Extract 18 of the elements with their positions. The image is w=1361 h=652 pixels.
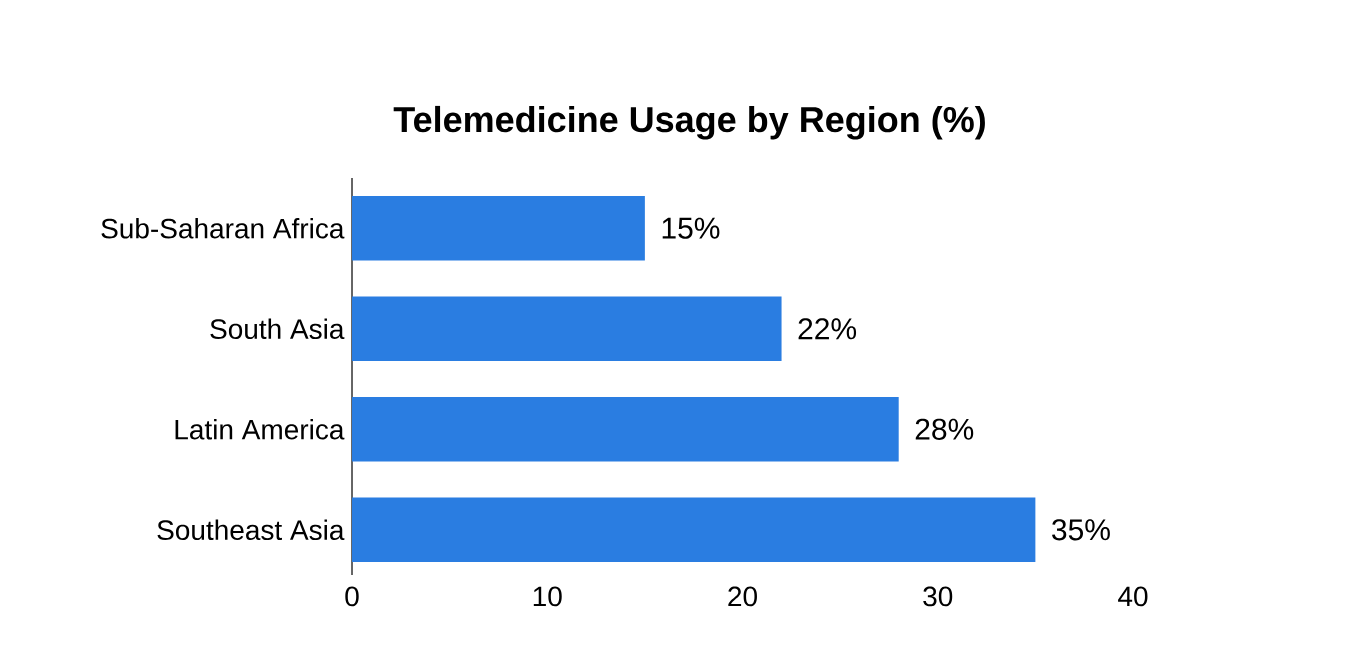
x-tick-label: 20 <box>728 586 757 607</box>
bar <box>352 497 1036 562</box>
bar <box>352 296 782 361</box>
y-tick-label: Sub-Saharan Africa <box>101 217 345 239</box>
bar <box>352 397 899 462</box>
data-label: 35% <box>1052 519 1110 541</box>
x-tick-label: 0 <box>345 586 359 607</box>
y-tick-label: Latin America <box>175 418 345 440</box>
data-label: 22% <box>798 318 857 340</box>
data-label: 15% <box>662 217 720 239</box>
chart-title: Telemedicine Usage by Region (%) <box>393 105 985 140</box>
y-tick-label: South Asia <box>210 318 345 340</box>
y-tick-label: Southeast Asia <box>157 519 345 541</box>
x-tick-label: 30 <box>923 586 953 607</box>
x-tick-label: 40 <box>1118 586 1148 607</box>
bar <box>352 196 645 261</box>
data-label: 28% <box>915 418 974 440</box>
x-tick-label: 10 <box>533 586 562 607</box>
